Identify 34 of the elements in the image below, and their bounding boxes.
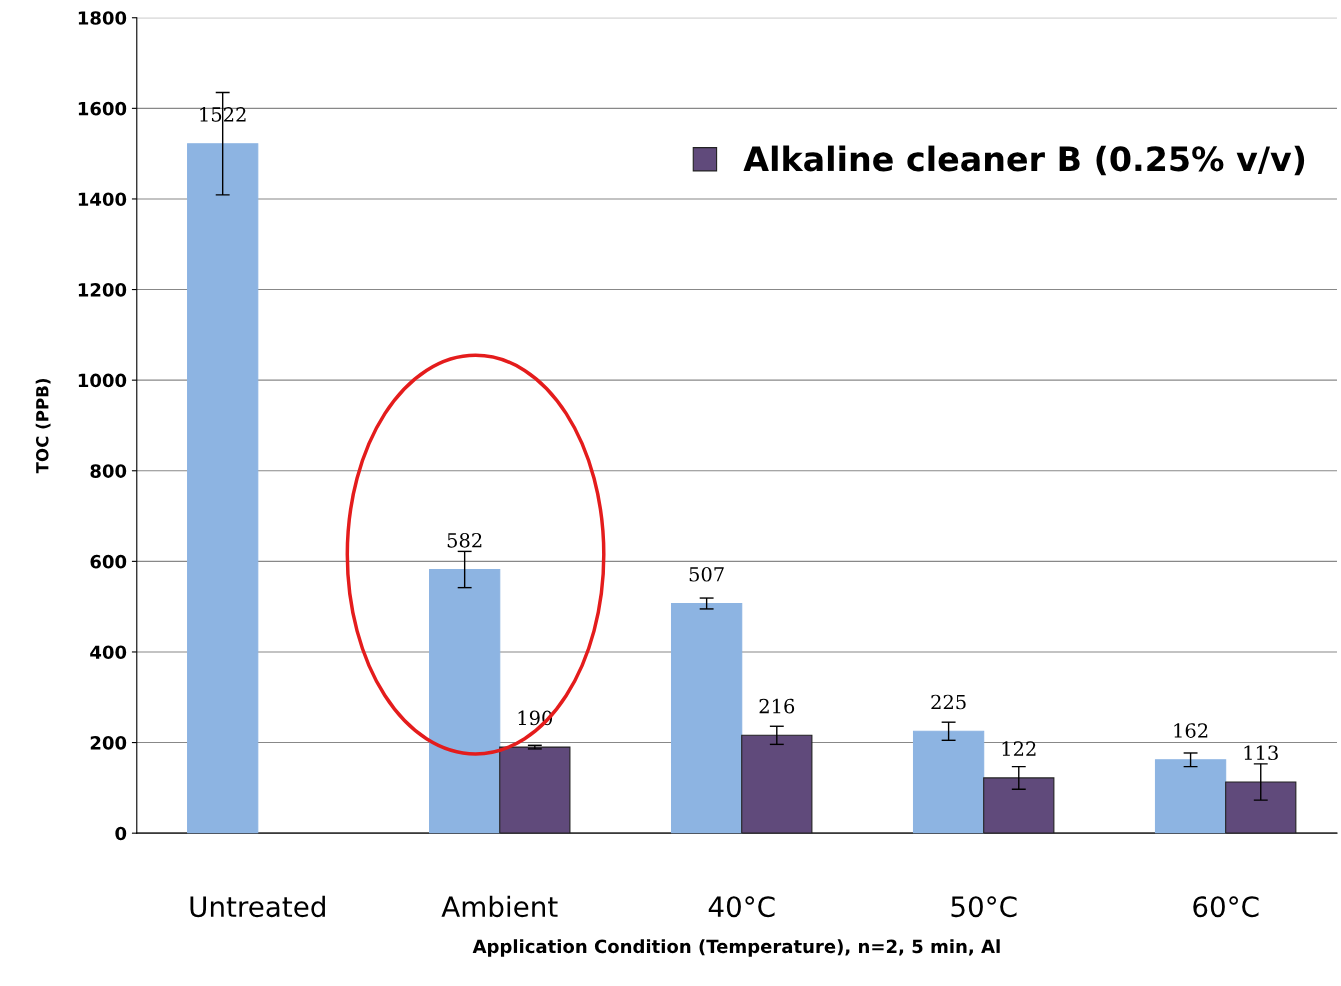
- data-label: 216: [759, 698, 795, 714]
- x-tick-label: Untreated: [190, 895, 325, 918]
- y-tick-label: 400: [90, 645, 127, 660]
- data-label: 582: [447, 532, 482, 548]
- data-label: 162: [1174, 723, 1208, 738]
- x-tick-label: 60°C: [1193, 896, 1259, 918]
- bar: [187, 143, 259, 834]
- y-tick-label: 1400: [78, 192, 127, 207]
- bar: [429, 568, 501, 834]
- y-tick-label: 600: [90, 554, 127, 569]
- bar: [912, 730, 985, 834]
- bar: [741, 734, 813, 834]
- legend-label: Alkaline cleaner B (0.25% v/v): [743, 145, 1305, 176]
- x-axis-title: Application Condition (Temperature), n=2, 5 min, Al: [472, 939, 1000, 957]
- data-label: 225: [931, 694, 966, 710]
- x-tick-label: 50°C: [951, 896, 1017, 918]
- bar: [1154, 759, 1227, 834]
- bar: [1225, 781, 1297, 834]
- x-tick-label: Ambient: [441, 895, 558, 918]
- x-tick-label: 40°C: [708, 896, 775, 918]
- data-label: 113: [1244, 745, 1278, 761]
- y-tick-label: 1200: [78, 283, 127, 297]
- y-tick-label: 1000: [78, 373, 127, 388]
- y-tick-label: 200: [90, 736, 127, 750]
- data-label: 507: [689, 566, 724, 582]
- y-tick-label: 800: [90, 464, 127, 478]
- y-tick-label: 1600: [78, 101, 127, 116]
- bar: [670, 602, 743, 834]
- y-axis-title: TOC (PPB): [35, 378, 51, 474]
- y-tick-label: 0: [115, 826, 127, 841]
- y-tick-label: 1800: [78, 11, 127, 25]
- bar: [983, 777, 1055, 834]
- data-label: 122: [1002, 741, 1036, 756]
- bar: [499, 746, 571, 834]
